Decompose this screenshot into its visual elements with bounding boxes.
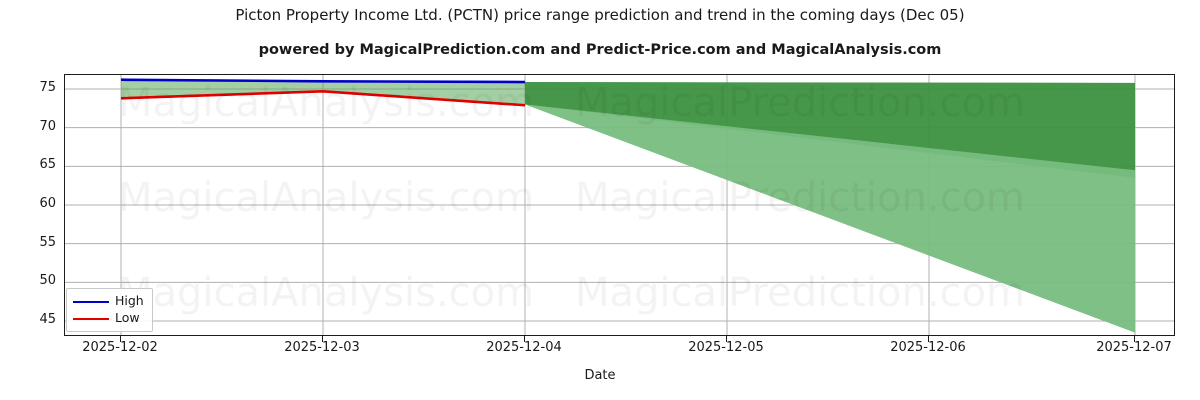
- y-tick-label: 45: [39, 312, 56, 327]
- forecast-lower-cone: [525, 104, 1135, 333]
- x-tick-label: 2025-12-03: [284, 340, 360, 355]
- x-tick-mark: [928, 336, 930, 342]
- series-line-low: [120, 90, 526, 107]
- x-tick-label: 2025-12-06: [890, 340, 966, 355]
- series-line-high: [120, 78, 526, 84]
- x-tick-mark: [726, 336, 728, 342]
- legend-item-high[interactable]: High: [73, 293, 144, 310]
- plot-svg: [65, 75, 1174, 335]
- x-tick-label: 2025-12-04: [486, 340, 562, 355]
- x-tick-mark: [524, 336, 526, 342]
- x-tick-label: 2025-12-07: [1096, 340, 1172, 355]
- y-tick-label: 75: [39, 80, 56, 95]
- y-tick-label: 50: [39, 273, 56, 289]
- x-tick-mark: [322, 336, 324, 342]
- chart-subtitle: powered by MagicalPrediction.com and Pre…: [258, 42, 942, 58]
- x-tick-label: 2025-12-05: [688, 340, 764, 355]
- plot-area: [64, 74, 1175, 336]
- y-tick-label: 60: [39, 196, 56, 211]
- legend-swatch-low-icon: [73, 317, 109, 320]
- chart-title: Picton Property Income Ltd. (PCTN) price…: [235, 6, 965, 24]
- historical-range-band: [121, 79, 525, 106]
- x-tick-mark: [120, 336, 122, 342]
- legend-label-high: High: [115, 293, 144, 309]
- chart-legend[interactable]: High Low: [66, 288, 153, 332]
- y-tick-label: 70: [39, 118, 56, 134]
- legend-label-low: Low: [115, 310, 140, 326]
- y-axis-ticks: 45 50 55 60 65 70 75: [8, 0, 70, 400]
- x-axis-label: Date: [584, 368, 616, 383]
- x-tick-label: 2025-12-02: [82, 340, 158, 355]
- legend-item-low[interactable]: Low: [73, 310, 144, 327]
- x-tick-mark: [1134, 336, 1136, 342]
- legend-swatch-high-icon: [73, 300, 109, 303]
- y-tick-label: 65: [39, 157, 56, 173]
- y-tick-label: 55: [39, 234, 56, 250]
